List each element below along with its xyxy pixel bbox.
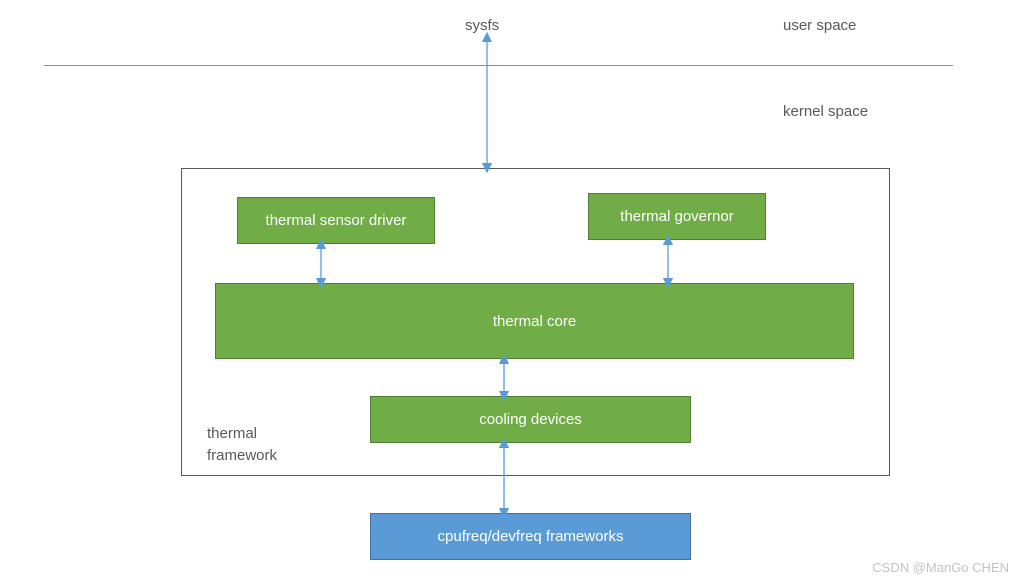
cooling-devices-text: cooling devices (479, 411, 582, 428)
cooling-devices-box: cooling devices (370, 396, 691, 443)
cpufreq-frameworks-text: cpufreq/devfreq frameworks (438, 528, 624, 545)
thermal-framework-label-2: framework (207, 447, 277, 464)
watermark: CSDN @ManGo CHEN (872, 560, 1009, 575)
arrow-cooling-cpufreq (504, 443, 505, 513)
user-space-label: user space (783, 17, 856, 34)
arrow-governor-core (668, 240, 669, 283)
thermal-governor-box: thermal governor (588, 193, 766, 240)
thermal-core-box: thermal core (215, 283, 854, 359)
thermal-core-text: thermal core (493, 313, 576, 330)
thermal-sensor-driver-text: thermal sensor driver (266, 212, 407, 229)
arrow-sensor-core (321, 244, 322, 283)
thermal-governor-text: thermal governor (620, 208, 733, 225)
divider-line (44, 65, 953, 66)
arrow-core-cooling (504, 359, 505, 396)
cpufreq-frameworks-box: cpufreq/devfreq frameworks (370, 513, 691, 560)
sysfs-label: sysfs (465, 17, 499, 34)
kernel-space-label: kernel space (783, 103, 868, 120)
thermal-framework-label-1: thermal (207, 425, 257, 442)
thermal-sensor-driver-box: thermal sensor driver (237, 197, 435, 244)
arrow-sysfs-core (487, 37, 488, 168)
